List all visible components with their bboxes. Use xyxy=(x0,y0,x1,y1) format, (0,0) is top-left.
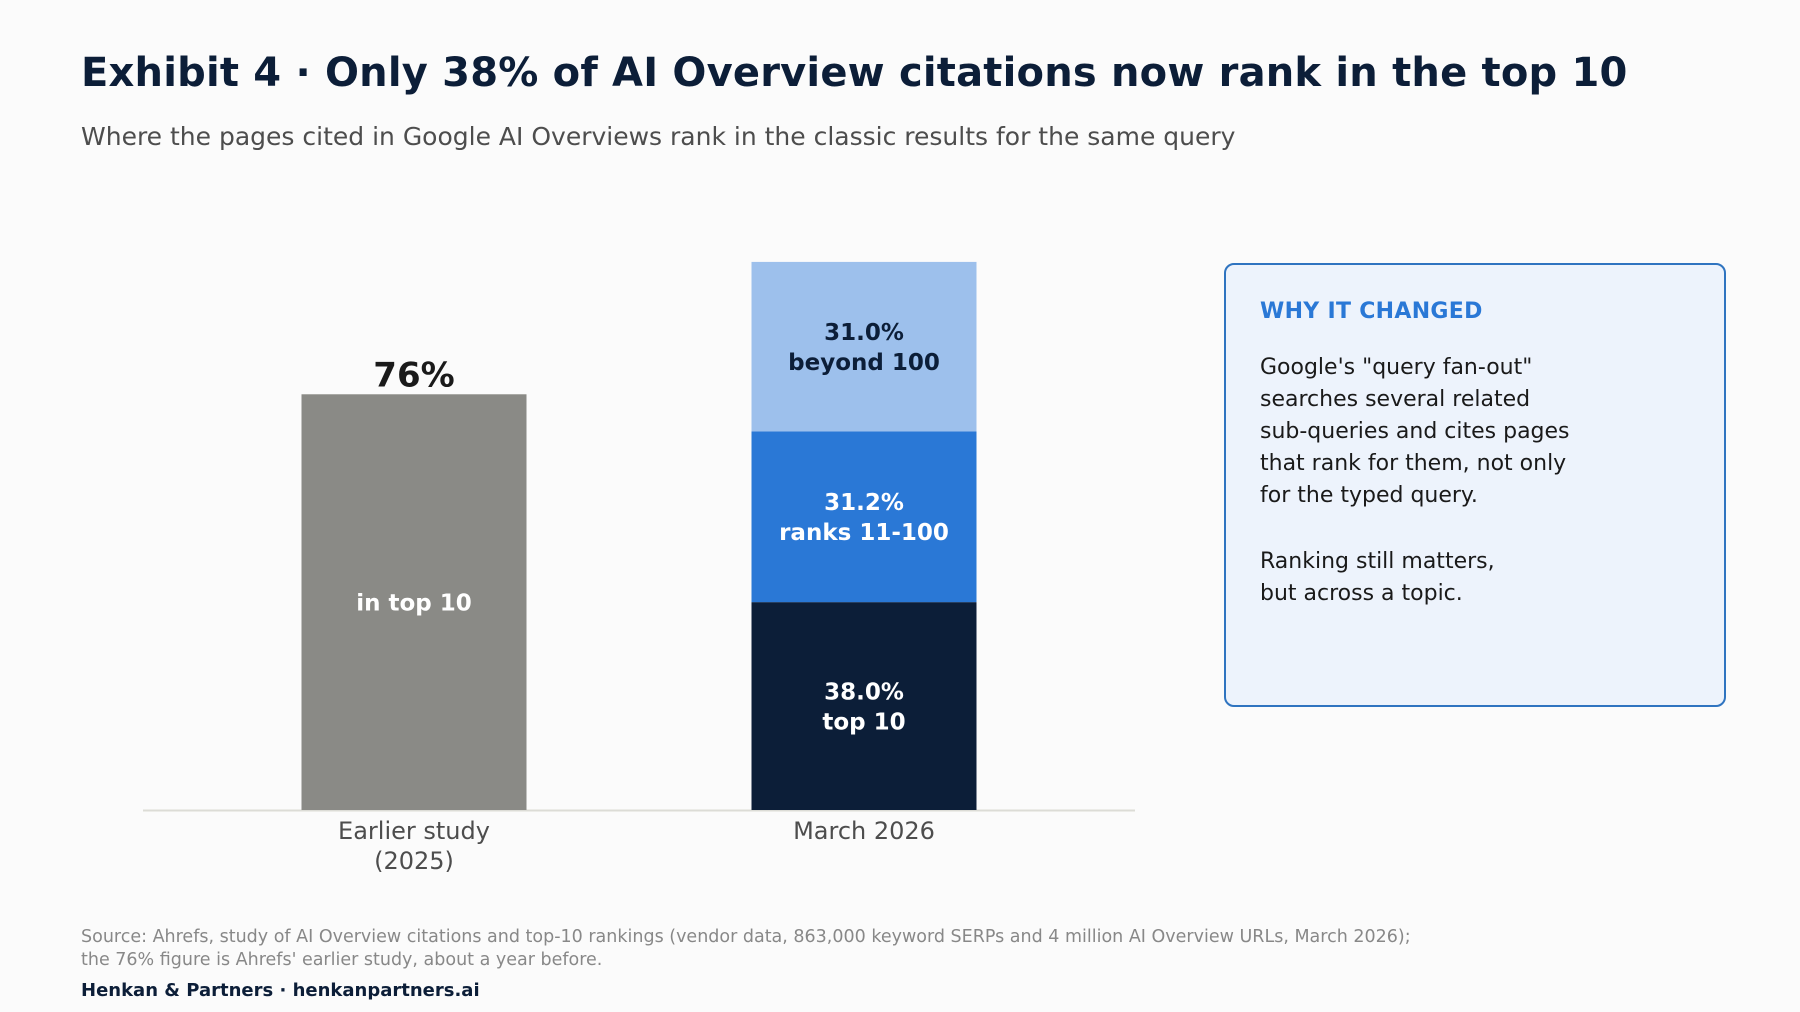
source-note: Source: Ahrefs, study of AI Overview cit… xyxy=(81,926,1411,972)
source-line-1: Source: Ahrefs, study of AI Overview cit… xyxy=(81,927,1411,947)
callout-heading: WHY IT CHANGED xyxy=(1260,299,1483,324)
bar-segment-label-1-2: 31.0% beyond 100 xyxy=(788,320,940,376)
bar-segment-label-1-1: 31.2% ranks 11-100 xyxy=(779,490,949,546)
bar-total-label-0: 76% xyxy=(373,355,454,395)
brand-credit: Henkan & Partners · henkanpartners.ai xyxy=(81,980,480,1001)
source-line-2: the 76% figure is Ahrefs' earlier study,… xyxy=(81,950,603,970)
why-it-changed-callout: WHY IT CHANGED Google's "query fan-out" … xyxy=(1224,263,1726,707)
page-title: Exhibit 4 · Only 38% of AI Overview cita… xyxy=(81,50,1628,96)
callout-paragraph-1: Google's "query fan-out" searches severa… xyxy=(1260,355,1570,508)
bar-segment-1-1 xyxy=(751,431,977,603)
bar-segment-1-2 xyxy=(751,261,977,432)
x-tick-label-1: March 2026 xyxy=(793,817,935,845)
bar-segment-label-1-0: 38.0% top 10 xyxy=(822,679,905,735)
callout-paragraph-2: Ranking still matters, but across a topi… xyxy=(1260,549,1495,606)
bar-segment-1-0 xyxy=(751,602,977,810)
bar-segment-0-0 xyxy=(301,394,527,810)
bar-segment-label-0-0: in top 10 xyxy=(356,590,472,616)
x-tick-label-0: Earlier study (2025) xyxy=(338,817,490,875)
page-subtitle: Where the pages cited in Google AI Overv… xyxy=(81,122,1236,151)
